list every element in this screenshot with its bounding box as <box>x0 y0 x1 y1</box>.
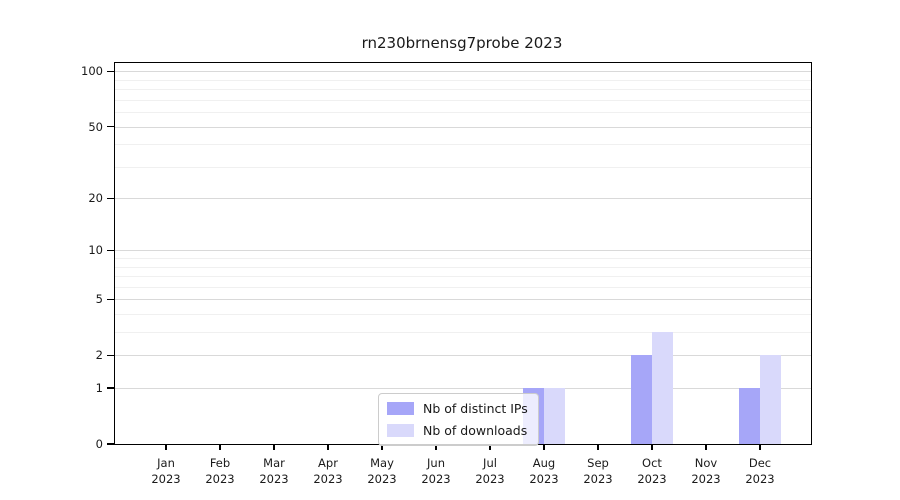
minor-gridline <box>115 79 811 81</box>
x-axis-tick-label: Sep 2023 <box>583 456 613 486</box>
x-axis-tick <box>705 444 707 450</box>
y-axis-tick-label: 1 <box>95 381 103 396</box>
major-gridline <box>115 198 811 200</box>
y-axis-tick-label: 2 <box>95 348 103 363</box>
x-axis-tick <box>273 444 275 450</box>
x-axis-tick-label: May 2023 <box>367 456 397 486</box>
x-axis-tick <box>597 444 599 450</box>
plot-area: 0 1 2 5 10 20 50 100 Jan 2023 Feb 2023 Mar 2023 Apr 202… <box>81 62 812 486</box>
major-gridline <box>115 299 811 301</box>
y-axis-tick <box>107 125 114 128</box>
major-gridline <box>115 250 811 252</box>
y-axis-tick <box>107 70 114 73</box>
x-axis-tick-label: Jul 2023 <box>475 456 505 486</box>
bar-downloads <box>760 355 781 444</box>
legend-row-distinct-ips: Nb of distinct IPs <box>387 401 528 416</box>
x-axis-tick <box>543 444 545 450</box>
major-gridline <box>115 355 811 357</box>
y-axis-tick-label: 50 <box>88 119 103 134</box>
minor-gridline <box>115 276 811 278</box>
major-gridline <box>115 71 811 73</box>
y-axis-tick <box>107 249 114 252</box>
y-axis-tick <box>107 197 114 199</box>
y-axis-tick <box>107 298 114 301</box>
x-axis-tick <box>381 444 383 450</box>
minor-gridline <box>115 144 811 146</box>
minor-gridline <box>115 89 811 91</box>
y-axis-tick <box>107 443 114 445</box>
y-axis-tick-label: 5 <box>95 292 103 307</box>
x-axis-tick <box>435 444 437 450</box>
y-axis-tick-label: 0 <box>95 437 103 451</box>
minor-gridline <box>115 266 811 268</box>
legend-label-distinct-ips: Nb of distinct IPs <box>423 401 528 416</box>
x-axis-tick <box>165 444 167 450</box>
bar-distinct-ips <box>739 388 760 444</box>
bar-downloads <box>652 332 673 444</box>
major-gridline <box>115 388 811 390</box>
legend: Nb of distinct IPs Nb of downloads <box>378 393 539 446</box>
y-axis-tick-label: 100 <box>81 64 103 79</box>
minor-gridline <box>115 99 811 101</box>
x-axis-tick <box>219 444 221 450</box>
x-axis-tick <box>759 444 761 450</box>
x-axis-tick-label: Aug 2023 <box>529 456 559 486</box>
x-axis-tick-label: Jan 2023 <box>151 456 181 486</box>
x-axis-tick-label: Nov 2023 <box>691 456 721 486</box>
minor-gridline <box>115 258 811 260</box>
minor-gridline <box>115 166 811 168</box>
x-axis-tick-label: Feb 2023 <box>205 456 235 486</box>
bar-downloads <box>544 388 565 444</box>
x-axis-tick <box>651 444 653 450</box>
y-axis-tick-label: 10 <box>88 243 103 258</box>
bar-distinct-ips <box>631 355 652 444</box>
minor-gridline <box>115 286 811 288</box>
minor-gridline <box>115 332 811 334</box>
minor-gridline <box>115 112 811 114</box>
x-axis-tick-label: Jun 2023 <box>421 456 451 486</box>
x-axis-tick <box>327 444 329 450</box>
x-axis-tick-label: Dec 2023 <box>745 456 775 486</box>
y-axis-tick <box>107 354 114 356</box>
minor-gridline <box>115 314 811 316</box>
legend-label-downloads: Nb of downloads <box>423 423 528 438</box>
major-gridline <box>115 126 811 128</box>
y-axis-tick <box>107 387 114 389</box>
x-axis-tick-label: Apr 2023 <box>313 456 343 486</box>
chart-title: rn230brnensg7probe 2023 <box>361 34 563 52</box>
y-axis-tick-label: 20 <box>88 191 103 206</box>
x-axis-tick-label: Oct 2023 <box>637 456 667 486</box>
legend-swatch-distinct-ips <box>387 402 414 415</box>
legend-row-downloads: Nb of downloads <box>387 423 528 438</box>
legend-swatch-downloads <box>387 424 414 437</box>
x-axis-tick-label: Mar 2023 <box>259 456 289 486</box>
x-axis-tick <box>489 444 491 450</box>
